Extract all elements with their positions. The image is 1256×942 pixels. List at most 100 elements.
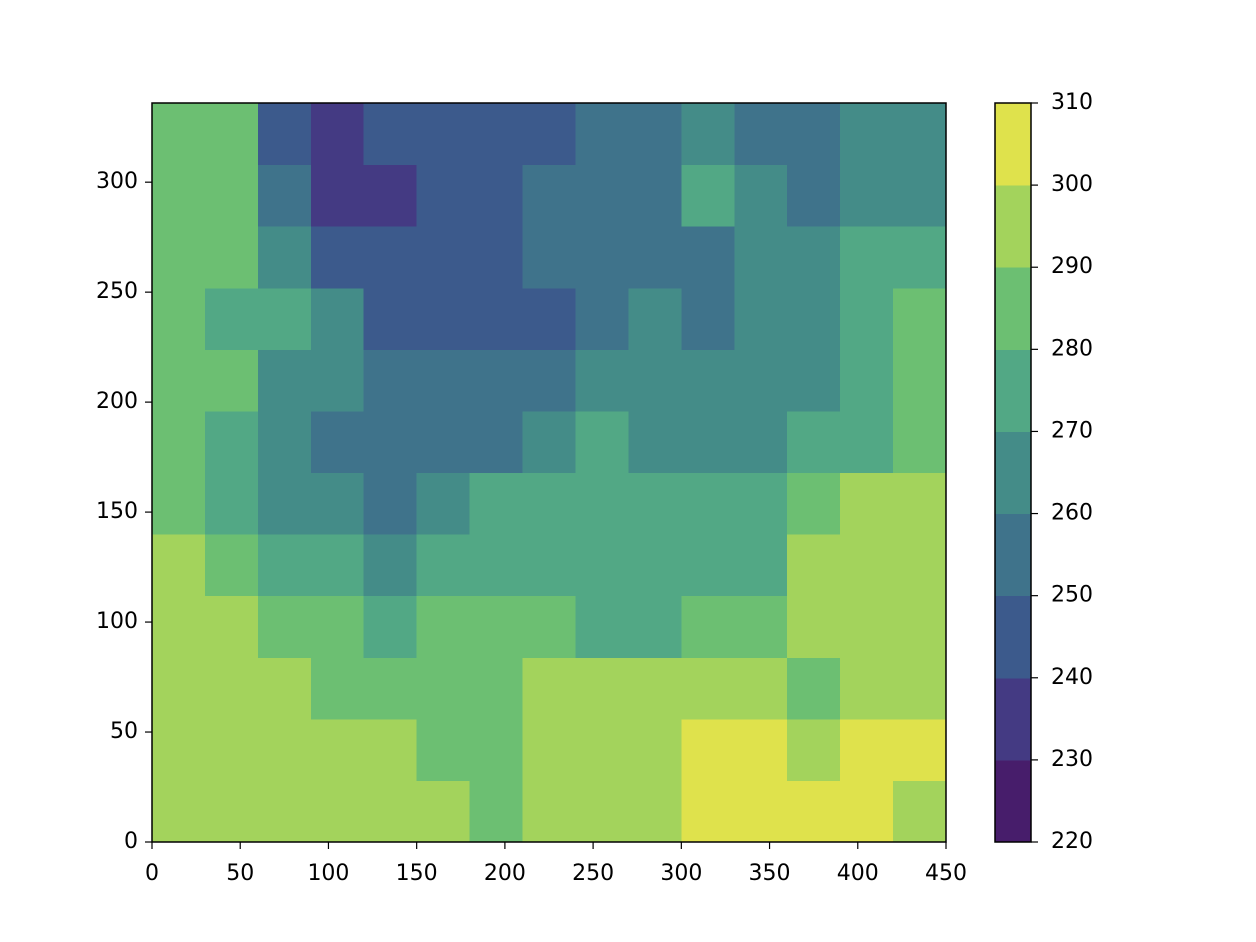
contour-cell — [310, 164, 365, 227]
y-tick-label: 150 — [96, 499, 138, 524]
contour-cell — [416, 718, 471, 781]
contour-cell — [575, 226, 629, 289]
contour-cell — [734, 410, 788, 473]
contour-cell — [310, 287, 365, 350]
x-tick-label: 0 — [145, 861, 159, 886]
contour-cell — [575, 349, 629, 412]
contour-cell — [575, 287, 629, 350]
contour-cell — [628, 534, 682, 597]
contour-cell — [522, 595, 576, 658]
colorbar-segment — [995, 513, 1031, 597]
contour-cell — [469, 780, 524, 843]
contour-cell — [469, 472, 524, 535]
contour-cell — [204, 657, 259, 720]
contour-cell — [416, 595, 471, 658]
contour-cell — [310, 472, 365, 535]
contour-cell — [893, 287, 947, 350]
contour-cell — [152, 349, 206, 412]
contour-cell — [522, 657, 576, 720]
colorbar-segment — [995, 267, 1031, 350]
contour-cell — [310, 226, 365, 289]
contour-cell — [416, 164, 471, 227]
contour-cell — [840, 164, 894, 227]
contour-cell — [152, 103, 206, 166]
x-tick-label: 300 — [660, 861, 702, 886]
contour-cell — [522, 472, 576, 535]
contour-cell — [363, 780, 418, 843]
contour-cell — [840, 780, 894, 843]
contour-cell — [152, 226, 206, 289]
contour-cell — [681, 718, 735, 781]
contour-cell — [893, 103, 947, 166]
contour-cell — [522, 164, 576, 227]
contour-cell — [152, 718, 206, 781]
contour-cell — [363, 410, 418, 473]
contour-cell — [204, 226, 259, 289]
y-tick-label: 0 — [124, 829, 138, 854]
contour-cell — [363, 595, 418, 658]
contour-cell — [840, 103, 894, 166]
contour-cell — [522, 534, 576, 597]
contour-cell — [893, 164, 947, 227]
contour-cell — [681, 595, 735, 658]
x-tick-label: 450 — [925, 861, 967, 886]
contour-cell — [787, 718, 841, 781]
x-tick-label: 150 — [396, 861, 438, 886]
contour-cell — [310, 657, 365, 720]
contour-cell — [204, 103, 259, 166]
contour-cell — [840, 287, 894, 350]
contour-cell — [257, 164, 312, 227]
contour-cell — [628, 349, 682, 412]
contour-cell — [628, 780, 682, 843]
contour-cell — [469, 718, 524, 781]
contour-cell — [734, 595, 788, 658]
contour-cell — [681, 103, 735, 166]
contour-cell — [681, 472, 735, 535]
contour-cell — [575, 103, 629, 166]
contour-cell — [840, 595, 894, 658]
contour-cell — [681, 287, 735, 350]
contour-cell — [257, 657, 312, 720]
contour-cell — [893, 534, 947, 597]
contour-cell — [840, 718, 894, 781]
contour-cell — [681, 780, 735, 843]
x-tick-label: 200 — [484, 861, 526, 886]
contour-cell — [363, 472, 418, 535]
colorbar-segment — [995, 431, 1031, 515]
contour-cell — [416, 226, 471, 289]
contour-cell — [416, 780, 471, 843]
contour-cell — [416, 410, 471, 473]
contour-cell — [416, 103, 471, 166]
contour-cell — [204, 595, 259, 658]
contour-cell — [469, 657, 524, 720]
contour-cell — [575, 164, 629, 227]
colorbar-tick-label: 250 — [1051, 583, 1093, 608]
colorbar-segment — [995, 677, 1031, 761]
contour-cell — [257, 595, 312, 658]
contour-cell — [152, 595, 206, 658]
colorbar-segment — [995, 349, 1031, 432]
contour-cell — [840, 657, 894, 720]
contour-cell — [893, 718, 947, 781]
contour-cell — [469, 226, 524, 289]
colorbar-segment — [995, 103, 1031, 186]
contour-cell — [893, 780, 947, 843]
contour-cell — [734, 164, 788, 227]
contour-cell — [787, 226, 841, 289]
contour-cell — [893, 657, 947, 720]
contour-cell — [469, 164, 524, 227]
contour-cell — [734, 718, 788, 781]
contour-cell — [681, 534, 735, 597]
contour-cell — [152, 657, 206, 720]
contour-cell — [787, 410, 841, 473]
contour-cell — [416, 472, 471, 535]
x-tick-label: 400 — [837, 861, 879, 886]
contour-cell — [204, 287, 259, 350]
contour-cell — [522, 349, 576, 412]
contour-cell — [681, 349, 735, 412]
contour-cell — [681, 657, 735, 720]
contour-cell — [681, 410, 735, 473]
colorbar-segment — [995, 759, 1031, 843]
contour-cell — [628, 164, 682, 227]
contour-cell — [575, 657, 629, 720]
